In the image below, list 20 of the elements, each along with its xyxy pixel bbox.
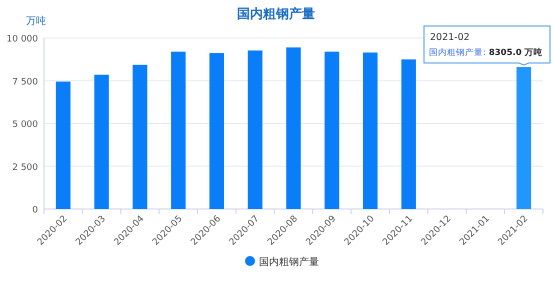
annotation: 2021-02 国内粗钢产量: 8305.0 万吨 [429, 32, 543, 58]
chart-title: 国内粗钢产量 [237, 6, 315, 22]
bar [132, 64, 148, 209]
legend-label: 国内粗钢产量 [259, 256, 319, 268]
bar [248, 50, 262, 209]
bar [94, 74, 109, 209]
bar [516, 66, 532, 209]
bar [362, 52, 378, 209]
bar [171, 52, 186, 209]
bar [209, 53, 224, 209]
y-tick-label: 10 000 [6, 34, 38, 44]
bar [324, 52, 340, 209]
y-tick-label: 0 [32, 206, 38, 216]
bar [56, 82, 70, 209]
y-tick-label: 5 000 [12, 120, 38, 130]
bar [286, 47, 301, 209]
y-tick-label: 2 500 [12, 162, 38, 173]
y-axis-title: 万吨 [26, 15, 46, 27]
y-tick-label: 7 500 [12, 77, 38, 88]
bar [401, 59, 416, 209]
